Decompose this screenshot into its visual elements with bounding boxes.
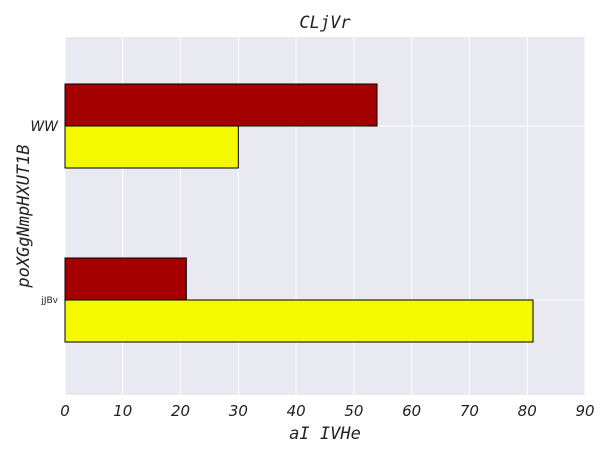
bar-series-1-WW (64, 83, 378, 127)
x-tick-label: 0 (60, 402, 70, 420)
x-tick-label: 50 (344, 402, 363, 420)
x-tick-label: 60 (402, 402, 421, 420)
y-tick-label: jJBv (40, 296, 58, 306)
x-tick-label: 20 (171, 402, 190, 420)
y-tick-labels: WW jJBv (30, 119, 59, 306)
x-tick-label: 90 (575, 402, 594, 420)
bar-series-2-WW (64, 125, 239, 169)
bar-series-1-jJBv (64, 257, 187, 301)
y-axis-label: poXGgNmpHXUT1B (14, 144, 34, 288)
bar-series-2-jJBv (64, 299, 534, 343)
x-tick-labels: 0 10 20 30 40 50 60 70 80 90 (60, 402, 594, 420)
chart-title: CLjVr (299, 13, 351, 33)
bars (64, 83, 534, 343)
x-tick-label: 70 (460, 402, 479, 420)
x-tick-label: 30 (229, 402, 248, 420)
y-tick-label: WW (30, 119, 59, 135)
x-axis-label: aI IVHe (289, 424, 361, 444)
x-tick-label: 80 (518, 402, 537, 420)
x-tick-label: 40 (287, 402, 306, 420)
x-tick-label: 10 (113, 402, 132, 420)
